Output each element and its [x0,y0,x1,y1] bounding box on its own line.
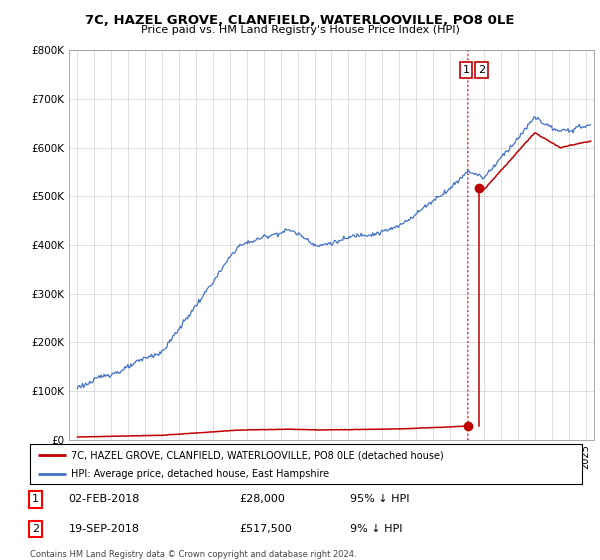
Text: 9% ↓ HPI: 9% ↓ HPI [350,524,403,534]
Text: Price paid vs. HM Land Registry's House Price Index (HPI): Price paid vs. HM Land Registry's House … [140,25,460,35]
Text: Contains HM Land Registry data © Crown copyright and database right 2024.
This d: Contains HM Land Registry data © Crown c… [30,550,356,560]
Text: 19-SEP-2018: 19-SEP-2018 [68,524,140,534]
Text: 95% ↓ HPI: 95% ↓ HPI [350,494,410,505]
Text: HPI: Average price, detached house, East Hampshire: HPI: Average price, detached house, East… [71,469,329,479]
Text: 2: 2 [32,524,39,534]
FancyBboxPatch shape [30,444,582,484]
Text: 02-FEB-2018: 02-FEB-2018 [68,494,140,505]
Text: 1: 1 [32,494,39,505]
Text: 2: 2 [478,65,485,75]
Text: £517,500: £517,500 [240,524,293,534]
Text: £28,000: £28,000 [240,494,286,505]
Text: 7C, HAZEL GROVE, CLANFIELD, WATERLOOVILLE, PO8 0LE (detached house): 7C, HAZEL GROVE, CLANFIELD, WATERLOOVILL… [71,450,444,460]
Text: 1: 1 [463,65,469,75]
Text: 7C, HAZEL GROVE, CLANFIELD, WATERLOOVILLE, PO8 0LE: 7C, HAZEL GROVE, CLANFIELD, WATERLOOVILL… [85,14,515,27]
